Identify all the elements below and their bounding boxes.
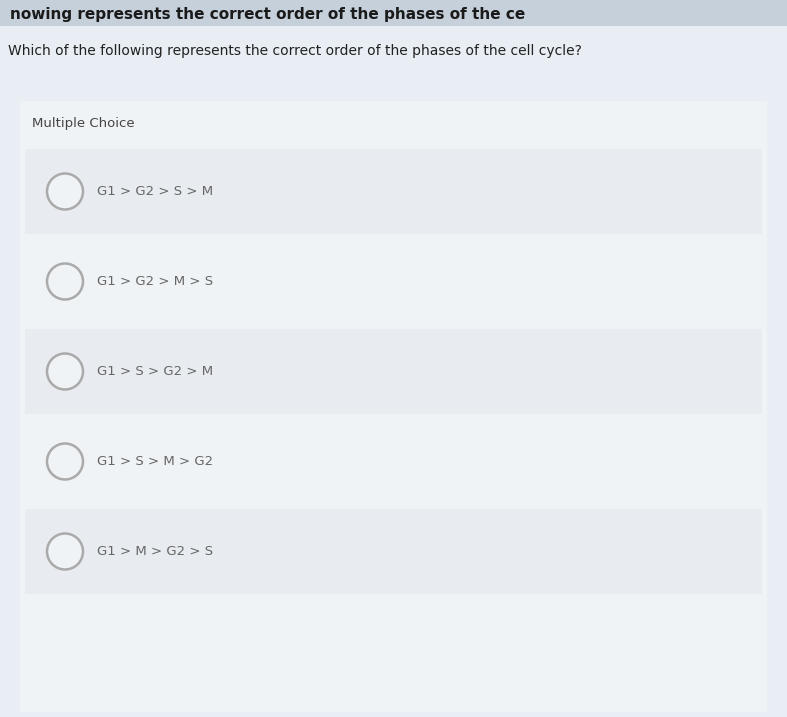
Bar [25, 509, 762, 594]
Text: G1 > M > G2 > S: G1 > M > G2 > S [97, 545, 213, 558]
Text: Which of the following represents the correct order of the phases of the cell cy: Which of the following represents the co… [8, 44, 582, 58]
Bar [25, 239, 762, 324]
Text: G1 > G2 > M > S: G1 > G2 > M > S [97, 275, 213, 288]
Text: G1 > S > G2 > M: G1 > S > G2 > M [97, 365, 213, 378]
Circle shape [48, 534, 82, 569]
Bar [25, 329, 762, 414]
Bar [0, 0, 787, 26]
Bar [20, 101, 767, 712]
Circle shape [48, 354, 82, 389]
Text: G1 > G2 > S > M: G1 > G2 > S > M [97, 185, 213, 198]
Bar [0, 26, 787, 101]
Text: Multiple Choice: Multiple Choice [32, 116, 135, 130]
Circle shape [48, 445, 82, 478]
Text: G1 > S > M > G2: G1 > S > M > G2 [97, 455, 213, 468]
Circle shape [48, 265, 82, 298]
Text: nowing represents the correct order of the phases of the ce: nowing represents the correct order of t… [10, 7, 525, 22]
Bar [25, 149, 762, 234]
Circle shape [48, 174, 82, 209]
Bar [25, 419, 762, 504]
